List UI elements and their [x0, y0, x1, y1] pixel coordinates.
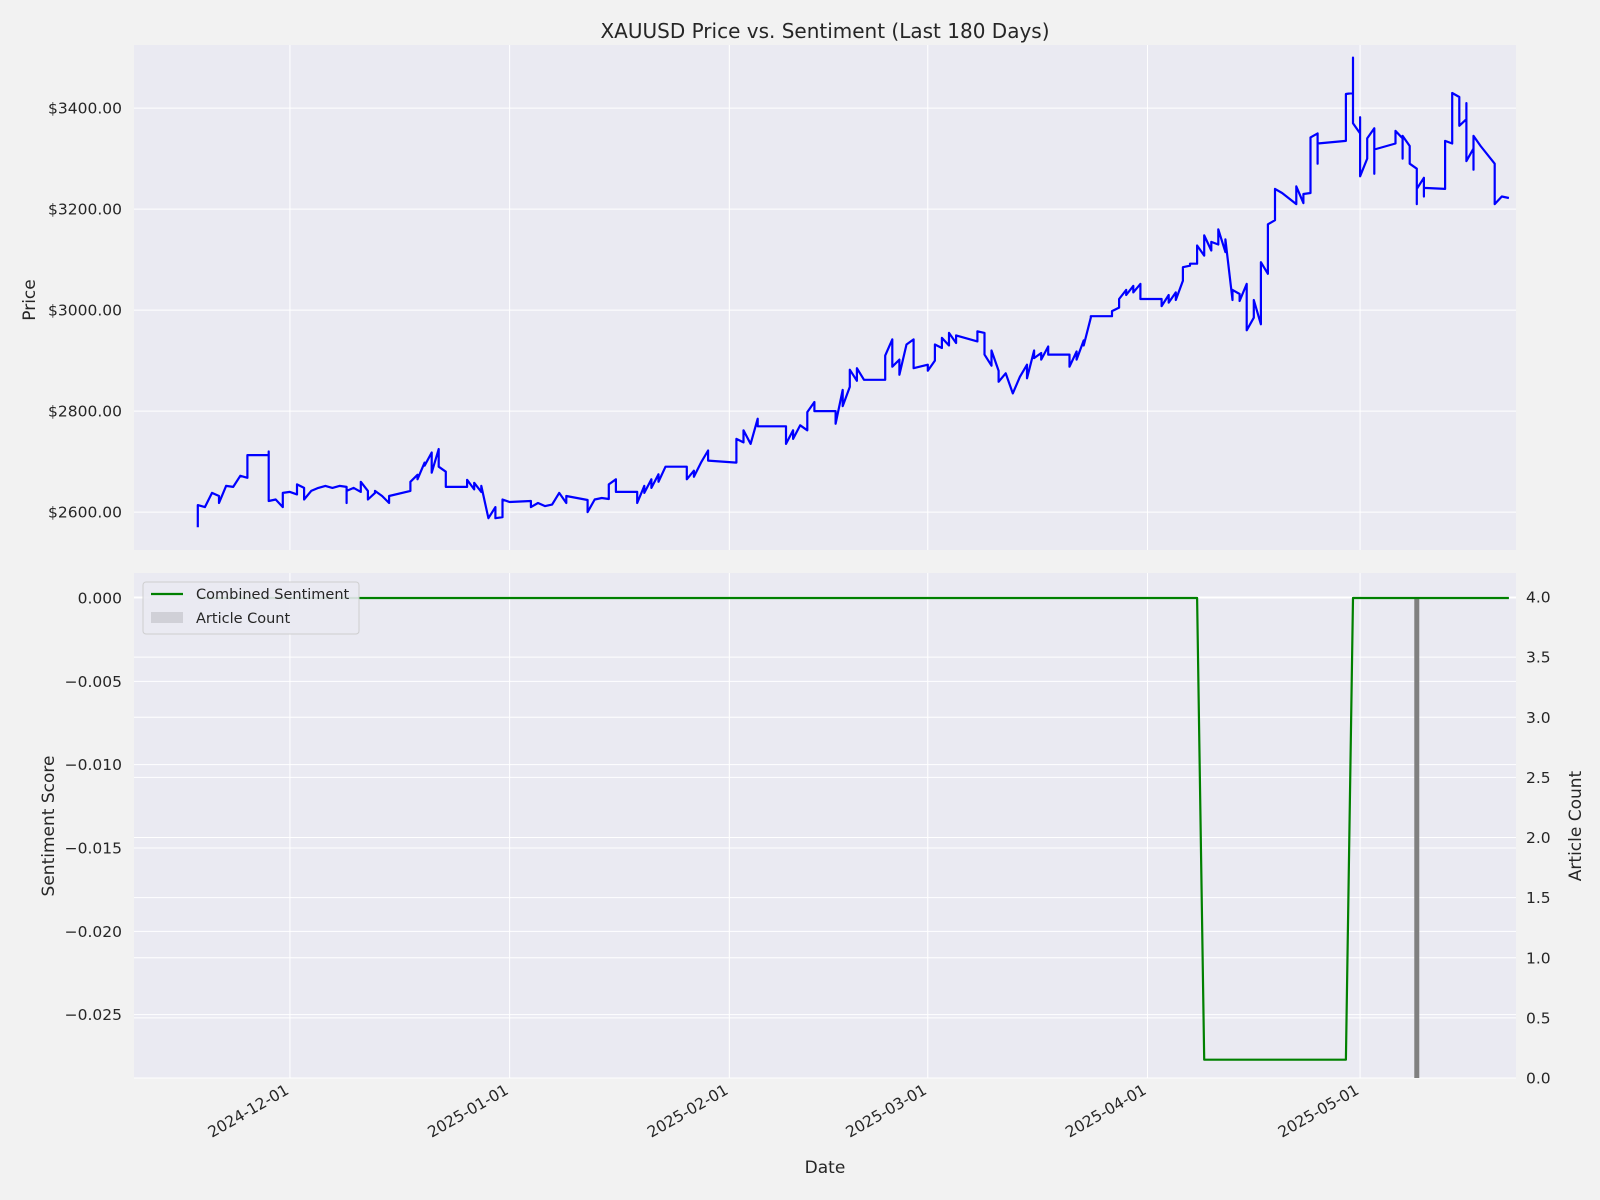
price-series [196, 56, 1510, 528]
sentiment-line [197, 596, 1509, 1061]
article-count-y-tick-label: 0.5 [1526, 1009, 1551, 1027]
article-count-y-tick-label: 4.0 [1526, 589, 1551, 607]
sentiment-y-axis-label: Sentiment Score [39, 756, 59, 897]
article-count-y-ticks: 0.0 0.5 1.0 1.5 2.0 2.5 3.0 3.5 4.0 [1526, 589, 1551, 1088]
price-line [196, 56, 1510, 528]
article-count-y-axis-label: Article Count [1566, 770, 1586, 881]
price-y-tick-label: $3200.00 [48, 201, 122, 219]
article-count-bars [1414, 597, 1420, 1078]
article-count-y-tick-label: 3.5 [1526, 649, 1551, 667]
price-chart-title: XAUUSD Price vs. Sentiment (Last 180 Day… [600, 19, 1049, 43]
price-y-tick-label: $2800.00 [48, 403, 122, 421]
article-count-bar [1414, 597, 1420, 1078]
price-axes: $2600.00 $2800.00 $3000.00 $3200.00 $3400.00… [20, 19, 1516, 550]
article-count-y-tick-label: 2.5 [1526, 769, 1551, 787]
price-y-tick-label: $2600.00 [48, 504, 122, 522]
article-count-y-tick-label: 1.0 [1526, 949, 1551, 967]
legend-sentiment-label: Combined Sentiment [196, 587, 350, 603]
sentiment-y-tick-label: −0.010 [65, 756, 122, 774]
sentiment-axes-background [134, 573, 1516, 1078]
sentiment-axes: 0.000−0.005−0.010−0.015−0.020−0.025 0.00… [39, 573, 1586, 1178]
price-y-axis-label: Price [20, 279, 40, 320]
article-count-y-tick-label: 1.5 [1526, 889, 1551, 907]
sentiment-y-tick-label: −0.020 [65, 923, 122, 941]
legend-article-label: Article Count [196, 611, 291, 627]
sentiment-y-tick-label: 0.000 [78, 590, 122, 608]
sentiment-y-tick-label: −0.025 [65, 1006, 122, 1024]
date-x-axis-label: Date [805, 1158, 846, 1178]
sentiment-series [197, 596, 1509, 1061]
legend-box [142, 581, 360, 635]
price-y-ticks: $2600.00 $2800.00 $3000.00 $3200.00 $3400.00 [48, 100, 122, 522]
sentiment-y-ticks: 0.000 −0.005 −0.010 −0.015 −0.020 −0.025 [65, 590, 122, 1025]
legend-article-swatch [151, 612, 183, 623]
price-y-tick-label: $3400.00 [48, 100, 122, 118]
price-axes-background [134, 45, 1516, 550]
article-count-y-tick-label: 3.0 [1526, 709, 1551, 727]
sentiment-y-tick-label: −0.015 [65, 840, 122, 858]
sentiment-y-tick-label: −0.005 [65, 673, 122, 691]
price-gridlines [134, 45, 1516, 550]
legend: Combined Sentiment Article Count [142, 581, 360, 635]
article-count-y-tick-label: 2.0 [1526, 829, 1551, 847]
price-y-tick-label: $3000.00 [48, 302, 122, 320]
article-count-y-tick-label: 0.0 [1526, 1070, 1551, 1088]
